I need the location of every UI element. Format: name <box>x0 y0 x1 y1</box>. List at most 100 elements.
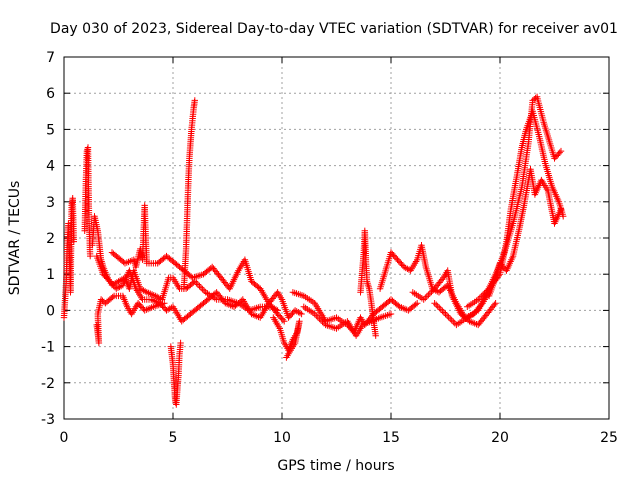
data-point <box>177 339 184 347</box>
data-point <box>557 205 565 213</box>
data-point <box>317 317 325 324</box>
data-point <box>412 301 419 308</box>
data-point <box>434 303 441 310</box>
x-tick-label: 15 <box>382 430 400 446</box>
data-point <box>100 271 107 278</box>
data-point <box>319 318 326 325</box>
data-point <box>447 315 454 322</box>
data-point <box>274 310 281 318</box>
data-point <box>437 306 444 313</box>
x-tick-label: 0 <box>60 430 69 446</box>
data-point <box>439 307 446 315</box>
data-point <box>296 309 304 317</box>
data-point <box>200 287 208 294</box>
data-point <box>291 307 299 314</box>
grid-layer <box>64 57 609 419</box>
data-point <box>448 317 455 324</box>
data-point <box>422 294 429 302</box>
data-point <box>475 296 482 303</box>
data-points <box>60 93 567 408</box>
chart-title: Day 030 of 2023, Sidereal Day-to-day VTE… <box>50 21 618 37</box>
data-point <box>138 304 146 311</box>
data-point <box>101 272 108 279</box>
y-tick-label: -1 <box>41 340 55 356</box>
data-point <box>109 293 116 301</box>
data-point <box>279 316 287 323</box>
y-tick-label: -2 <box>41 376 55 392</box>
data-point <box>137 302 144 310</box>
data-point <box>428 288 435 295</box>
data-point <box>387 310 395 318</box>
data-point <box>164 306 172 313</box>
data-point <box>557 147 565 155</box>
data-point <box>429 287 437 294</box>
data-point <box>433 301 440 308</box>
y-tick-label: 2 <box>46 231 55 247</box>
y-tick-label: 1 <box>46 267 55 283</box>
data-point <box>314 313 321 321</box>
data-point <box>395 258 402 265</box>
data-point <box>438 276 446 283</box>
y-tick-label: -3 <box>41 412 55 428</box>
data-point <box>154 293 161 300</box>
data-point <box>556 149 563 156</box>
data-point <box>115 278 122 285</box>
tick-layer: 0 5 10 15 20 25 -3 -2 -1 0 1 2 3 4 5 6 7 <box>41 50 618 446</box>
data-point <box>420 296 427 303</box>
x-tick-label: 10 <box>273 430 291 446</box>
data-point <box>414 300 421 307</box>
data-point <box>313 312 320 319</box>
data-point <box>440 309 448 316</box>
y-tick-label: 3 <box>46 195 55 211</box>
data-point <box>191 97 198 104</box>
data-point <box>372 332 379 339</box>
data-point <box>405 266 413 273</box>
x-tick-label: 20 <box>491 430 509 446</box>
data-point <box>423 293 430 300</box>
y-tick-label: 7 <box>46 50 55 66</box>
data-point <box>560 213 567 220</box>
data-point <box>442 310 449 318</box>
data-point <box>275 312 283 319</box>
data-point <box>311 310 318 318</box>
data-point <box>431 300 438 307</box>
data-point <box>196 282 203 290</box>
data-point <box>285 314 292 321</box>
data-point <box>394 256 401 263</box>
data-point <box>286 313 293 320</box>
data-point <box>425 291 432 299</box>
y-axis-label: SDTVAR / TECUs <box>7 181 23 296</box>
y-tick-label: 6 <box>46 86 55 102</box>
x-axis-label: GPS time / hours <box>277 458 394 474</box>
data-point <box>197 284 205 291</box>
data-point <box>445 313 452 321</box>
data-point <box>436 304 443 311</box>
y-tick-label: 5 <box>46 122 55 138</box>
data-point <box>491 301 498 308</box>
x-tick-label: 25 <box>600 430 618 446</box>
data-point <box>161 300 168 307</box>
data-point <box>142 288 149 295</box>
data-point <box>199 286 206 293</box>
data-point <box>168 304 175 311</box>
data-point <box>479 291 487 299</box>
data-point <box>281 318 288 325</box>
data-point <box>492 300 499 307</box>
x-tick-label: 5 <box>169 430 178 446</box>
data-point <box>298 310 305 318</box>
data-point <box>443 312 451 319</box>
y-tick-label: 0 <box>46 303 55 319</box>
data-point <box>426 290 434 297</box>
data-point <box>400 263 408 271</box>
data-point <box>283 354 290 361</box>
data-point <box>320 320 328 327</box>
data-point <box>476 294 483 302</box>
data-point <box>481 290 488 297</box>
data-point <box>116 283 123 291</box>
data-point <box>194 281 202 288</box>
y-tick-label: 4 <box>46 159 55 175</box>
data-point <box>87 252 94 260</box>
data-point <box>450 318 457 325</box>
data-point <box>478 293 485 300</box>
